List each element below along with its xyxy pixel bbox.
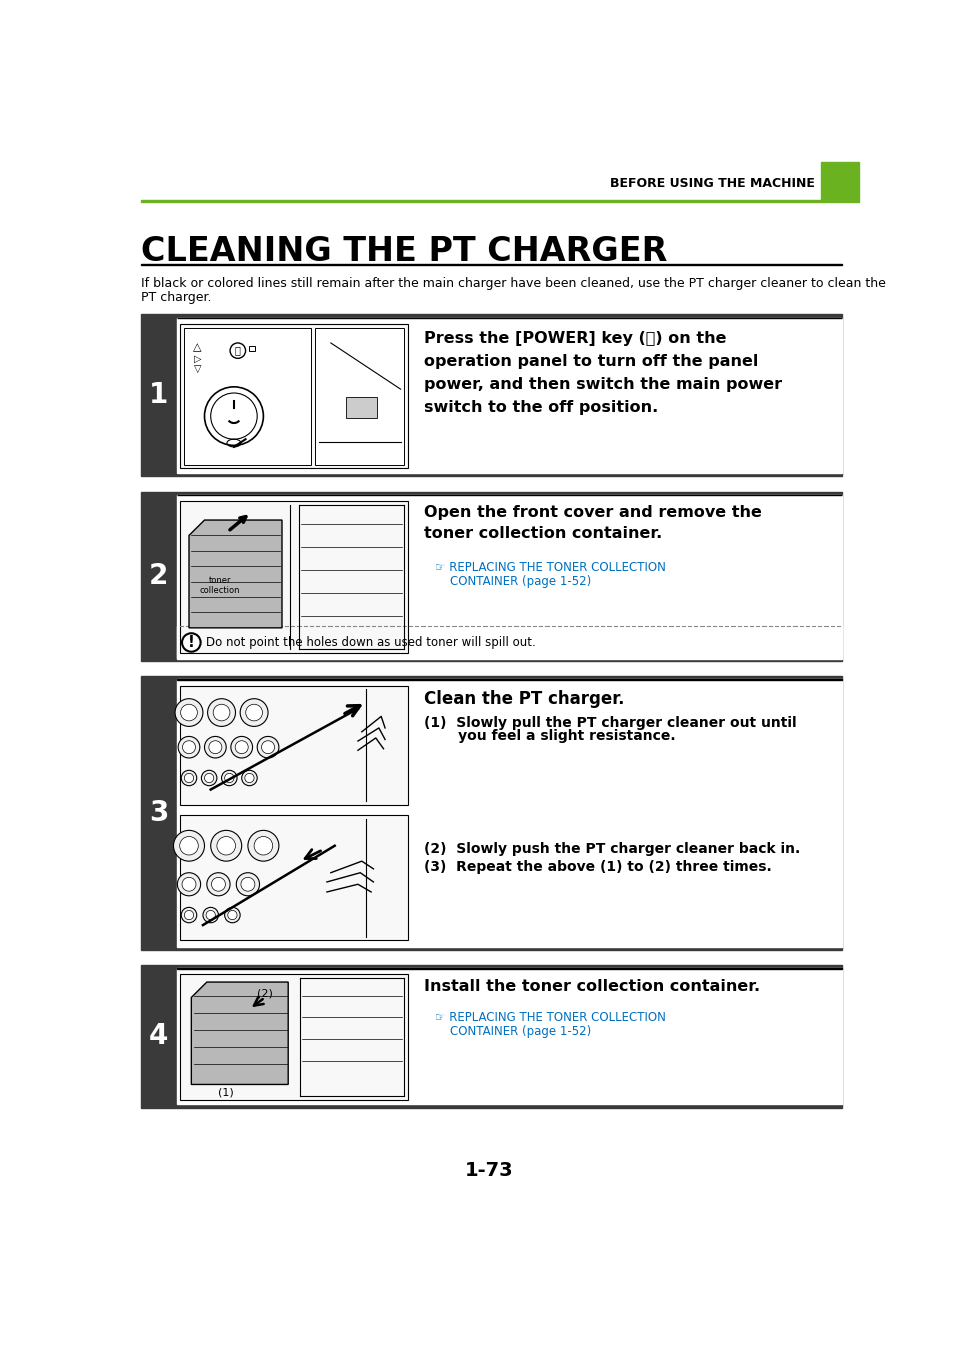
Text: 3: 3 [149,799,169,828]
Text: 1: 1 [149,381,169,409]
Circle shape [204,774,213,783]
Text: 2: 2 [149,562,169,590]
Text: △: △ [193,343,202,352]
Bar [179,815,408,941]
Text: ▽: ▽ [193,364,201,374]
Bar [176,679,841,946]
Circle shape [224,907,240,923]
Text: BEFORE USING THE MACHINE: BEFORE USING THE MACHINE [610,177,815,190]
Bar [176,968,841,1104]
Text: CLEANING THE PT CHARGER: CLEANING THE PT CHARGER [141,235,667,269]
Text: ⓘ: ⓘ [234,346,240,355]
Text: ☞ REPLACING THE TONER COLLECTION: ☞ REPLACING THE TONER COLLECTION [435,560,665,574]
Circle shape [173,830,204,861]
Circle shape [235,741,248,753]
Circle shape [248,830,278,861]
Text: ☞ REPLACING THE TONER COLLECTION: ☞ REPLACING THE TONER COLLECTION [435,1011,665,1025]
Circle shape [211,393,257,439]
Circle shape [203,907,218,923]
Circle shape [246,705,262,721]
Bar [141,315,841,477]
Text: (1): (1) [218,1087,233,1098]
Text: (3)  Repeat the above (1) to (2) three times.: (3) Repeat the above (1) to (2) three ti… [423,860,771,873]
Circle shape [224,774,233,783]
Text: CONTAINER (page 1-52): CONTAINER (page 1-52) [435,1025,590,1038]
Bar [141,200,821,202]
Circle shape [230,343,245,358]
Bar [176,317,841,472]
Text: Do not point the holes down as used toner will spill out.: Do not point the holes down as used tone… [206,636,536,649]
Bar [346,397,377,418]
Text: Press the [POWER] key (ⓨ) on the
operation panel to turn off the panel
power, an: Press the [POWER] key (ⓨ) on the operati… [423,331,781,414]
Text: you feel a slight resistance.: you feel a slight resistance. [423,729,675,742]
Text: PT charger.: PT charger. [141,292,212,304]
Text: 4: 4 [149,1022,169,1050]
Circle shape [261,741,274,753]
Circle shape [236,872,259,896]
Circle shape [204,736,226,757]
Circle shape [241,771,257,786]
Text: CONTAINER (page 1-52): CONTAINER (page 1-52) [435,575,590,587]
Text: toner
collection: toner collection [199,576,240,595]
Circle shape [179,837,198,855]
Circle shape [241,878,254,891]
Text: (1)  Slowly pull the PT charger cleaner out until: (1) Slowly pull the PT charger cleaner o… [423,717,796,730]
Text: Clean the PT charger.: Clean the PT charger. [423,690,623,709]
Circle shape [212,878,225,891]
Circle shape [221,771,236,786]
Circle shape [181,907,196,923]
Bar [179,686,408,805]
Bar [179,975,408,1100]
Text: If black or colored lines still remain after the main charger have been cleaned,: If black or colored lines still remain a… [141,278,885,290]
Polygon shape [189,520,282,628]
Circle shape [228,910,236,919]
Circle shape [211,830,241,861]
Circle shape [178,736,199,757]
Text: !: ! [188,634,194,649]
Bar [141,491,841,662]
Circle shape [216,837,235,855]
Text: (2)  Slowly push the PT charger cleaner back in.: (2) Slowly push the PT charger cleaner b… [423,842,800,856]
Circle shape [208,699,235,726]
Circle shape [184,910,193,919]
Circle shape [177,872,200,896]
Circle shape [174,699,203,726]
Circle shape [182,741,195,753]
Text: ▷: ▷ [193,354,201,364]
Circle shape [184,774,193,783]
Bar [183,328,311,464]
Text: (2): (2) [257,988,273,999]
Bar [821,162,858,202]
Circle shape [204,387,263,446]
Circle shape [201,771,216,786]
Circle shape [253,837,273,855]
Bar [315,328,404,464]
Bar [176,494,841,657]
Circle shape [181,771,196,786]
Bar [249,346,254,351]
Circle shape [231,736,253,757]
Circle shape [180,705,197,721]
Circle shape [257,736,278,757]
Bar [179,324,408,468]
Circle shape [245,774,253,783]
Circle shape [182,878,195,891]
Circle shape [240,699,268,726]
Bar [179,501,408,653]
Text: Open the front cover and remove the
toner collection container.: Open the front cover and remove the tone… [423,505,760,541]
Bar [176,626,841,659]
Polygon shape [192,981,288,1084]
Text: 1-73: 1-73 [464,1161,513,1180]
Text: Install the toner collection container.: Install the toner collection container. [423,979,760,994]
Circle shape [206,910,215,919]
Circle shape [213,705,230,721]
Bar [141,676,841,949]
Circle shape [182,633,200,652]
Circle shape [209,741,222,753]
Bar [141,965,841,1107]
Circle shape [207,872,230,896]
